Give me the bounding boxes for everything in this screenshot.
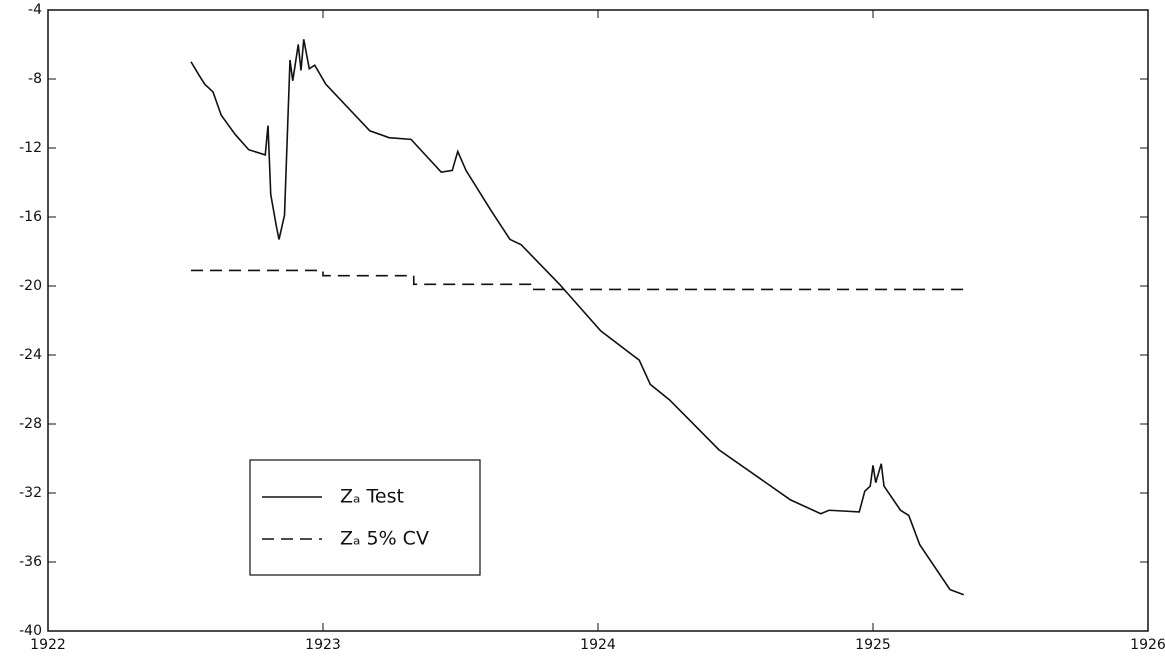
x-tick-label: 1923 xyxy=(305,637,341,653)
y-tick-label: -8 xyxy=(28,71,42,87)
y-tick-label: -4 xyxy=(28,2,42,18)
y-tick-label: -40 xyxy=(19,623,42,639)
x-tick-label: 1924 xyxy=(580,637,616,653)
series-line xyxy=(190,39,965,596)
y-tick-label: -20 xyxy=(19,278,42,294)
y-tick-label: -24 xyxy=(19,347,42,363)
x-tick-label: 1925 xyxy=(855,637,891,653)
y-tick-label: -12 xyxy=(19,140,42,156)
y-tick-label: -32 xyxy=(19,485,42,501)
y-tick-label: -36 xyxy=(19,554,42,570)
series-line xyxy=(191,269,964,291)
legend-label: Zₐ Test xyxy=(340,486,404,508)
legend-label: Zₐ 5% CV xyxy=(340,528,429,550)
legend-box xyxy=(249,459,481,576)
y-tick-label: -16 xyxy=(19,209,42,225)
legend: Zₐ Test Zₐ 5% CV xyxy=(249,459,481,576)
y-tick-label: -28 xyxy=(19,416,42,432)
x-tick-label: 1922 xyxy=(30,637,66,653)
plot-frame xyxy=(47,9,1149,632)
x-tick-label: 1926 xyxy=(1130,637,1165,653)
